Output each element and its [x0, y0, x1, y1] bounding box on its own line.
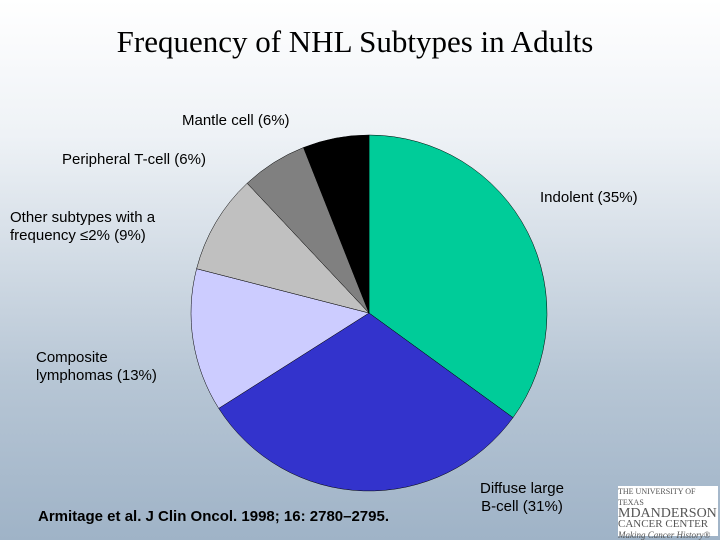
logo-text: CANCER CENTER	[618, 518, 709, 530]
annotation: Armitage et al. J Clin Oncol. 1998; 16: …	[38, 508, 390, 525]
pie-slice	[190, 268, 370, 409]
logo: THE UNIVERSITY OF TEXAS MDANDERSON CANCE…	[618, 486, 718, 540]
logo-text: Making Cancer History®	[618, 530, 711, 540]
slice-label: Diffuse large B-cell (31%)	[480, 480, 564, 515]
slice-label: Mantle cell (6%)	[182, 112, 290, 129]
pie-slice	[196, 182, 370, 314]
slice-label: Indolent (35%)	[540, 189, 638, 206]
slice-label: Composite lymphomas (13%)	[36, 349, 157, 384]
logo-text: THE UNIVERSITY OF TEXAS	[618, 487, 696, 507]
logo-text: MDANDERSON	[618, 506, 717, 521]
pie-slice	[368, 134, 548, 418]
slice-label: Other subtypes with a frequency ≤2% (9%)	[10, 209, 156, 244]
chart-title: Frequency of NHL Subtypes in Adults	[116, 24, 594, 59]
slice-label: Peripheral T-cell (6%)	[62, 151, 206, 168]
pie-slice	[303, 134, 370, 314]
pie-slice	[218, 312, 514, 492]
